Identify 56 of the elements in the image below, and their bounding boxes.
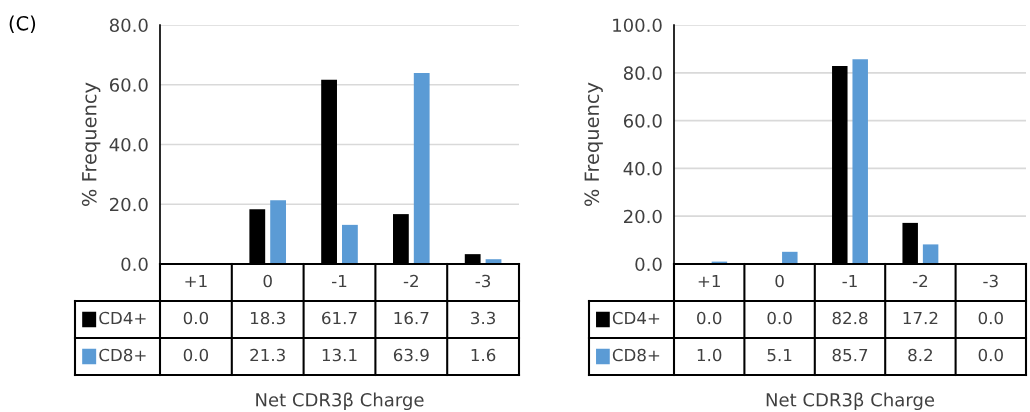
x-tick-label: +1: [185, 274, 207, 288]
y-tick-label: 60.0: [623, 114, 662, 128]
y-axis-title: % Frequency: [584, 82, 603, 206]
data-label: 0.0: [697, 311, 722, 325]
data-label: 8.2: [908, 348, 932, 362]
data-label: 18.3: [250, 311, 285, 325]
x-tick-label: 0: [775, 274, 784, 288]
data-label: 82.8: [832, 311, 868, 325]
y-tick-label: 60.0: [109, 78, 148, 92]
y-tick-label: 20.0: [110, 197, 148, 212]
x-tick-label: 0: [263, 274, 272, 288]
data-label: 0.0: [978, 311, 1003, 325]
legend-label: CD4+: [612, 311, 660, 325]
data-label: 17.2: [903, 311, 938, 325]
y-tick-label: 40.0: [623, 161, 662, 176]
y-tick-label: 20.0: [624, 209, 662, 224]
x-tick-label: -3: [475, 274, 491, 288]
data-label: 21.3: [250, 348, 285, 362]
legend-label: CD8+: [612, 348, 660, 362]
y-tick-label: 80.0: [109, 18, 148, 33]
text: (C): [9, 15, 36, 33]
bar: [413, 73, 430, 264]
x-tick-label: -2: [912, 274, 928, 288]
data-label: 63.9: [393, 348, 429, 362]
data-label: 1.0: [697, 348, 722, 362]
data-label: 0.0: [767, 311, 792, 325]
x-axis-title: Net CDR3β Charge: [766, 392, 935, 411]
data-label: 3.3: [471, 311, 496, 325]
bar: [342, 224, 358, 264]
y-tick-label: 0.0: [121, 257, 148, 272]
legend-label: CD4+: [99, 311, 146, 325]
bar: [270, 200, 287, 264]
x-tick-label: -2: [403, 274, 418, 288]
x-tick-label: -1: [332, 274, 347, 288]
data-label: 16.7: [394, 311, 429, 325]
data-label: 85.7: [832, 348, 868, 362]
y-tick-label: 100.0: [613, 18, 662, 33]
x-tick-label: -3: [983, 274, 998, 288]
y-tick-label: 0.0: [635, 257, 662, 272]
data-label: 61.7: [322, 311, 357, 325]
data-label: 0.0: [183, 348, 209, 362]
bar: [852, 59, 868, 264]
bar: [922, 244, 939, 264]
y-tick-label: 80.0: [623, 66, 662, 80]
data-label: 1.6: [471, 348, 496, 362]
y-axis-title: % Frequency: [81, 82, 101, 206]
x-tick-label: -1: [842, 274, 857, 288]
x-tick-label: +1: [698, 274, 720, 288]
data-label: 0.0: [978, 348, 1003, 362]
data-label: 5.1: [767, 348, 792, 362]
data-label: 0.0: [183, 311, 209, 325]
data-label: 13.1: [322, 348, 357, 362]
bar: [782, 251, 798, 264]
legend-label: CD8+: [99, 348, 146, 362]
x-axis-title: Net CDR3β Charge: [256, 392, 424, 411]
y-tick-label: 40.0: [109, 137, 148, 152]
